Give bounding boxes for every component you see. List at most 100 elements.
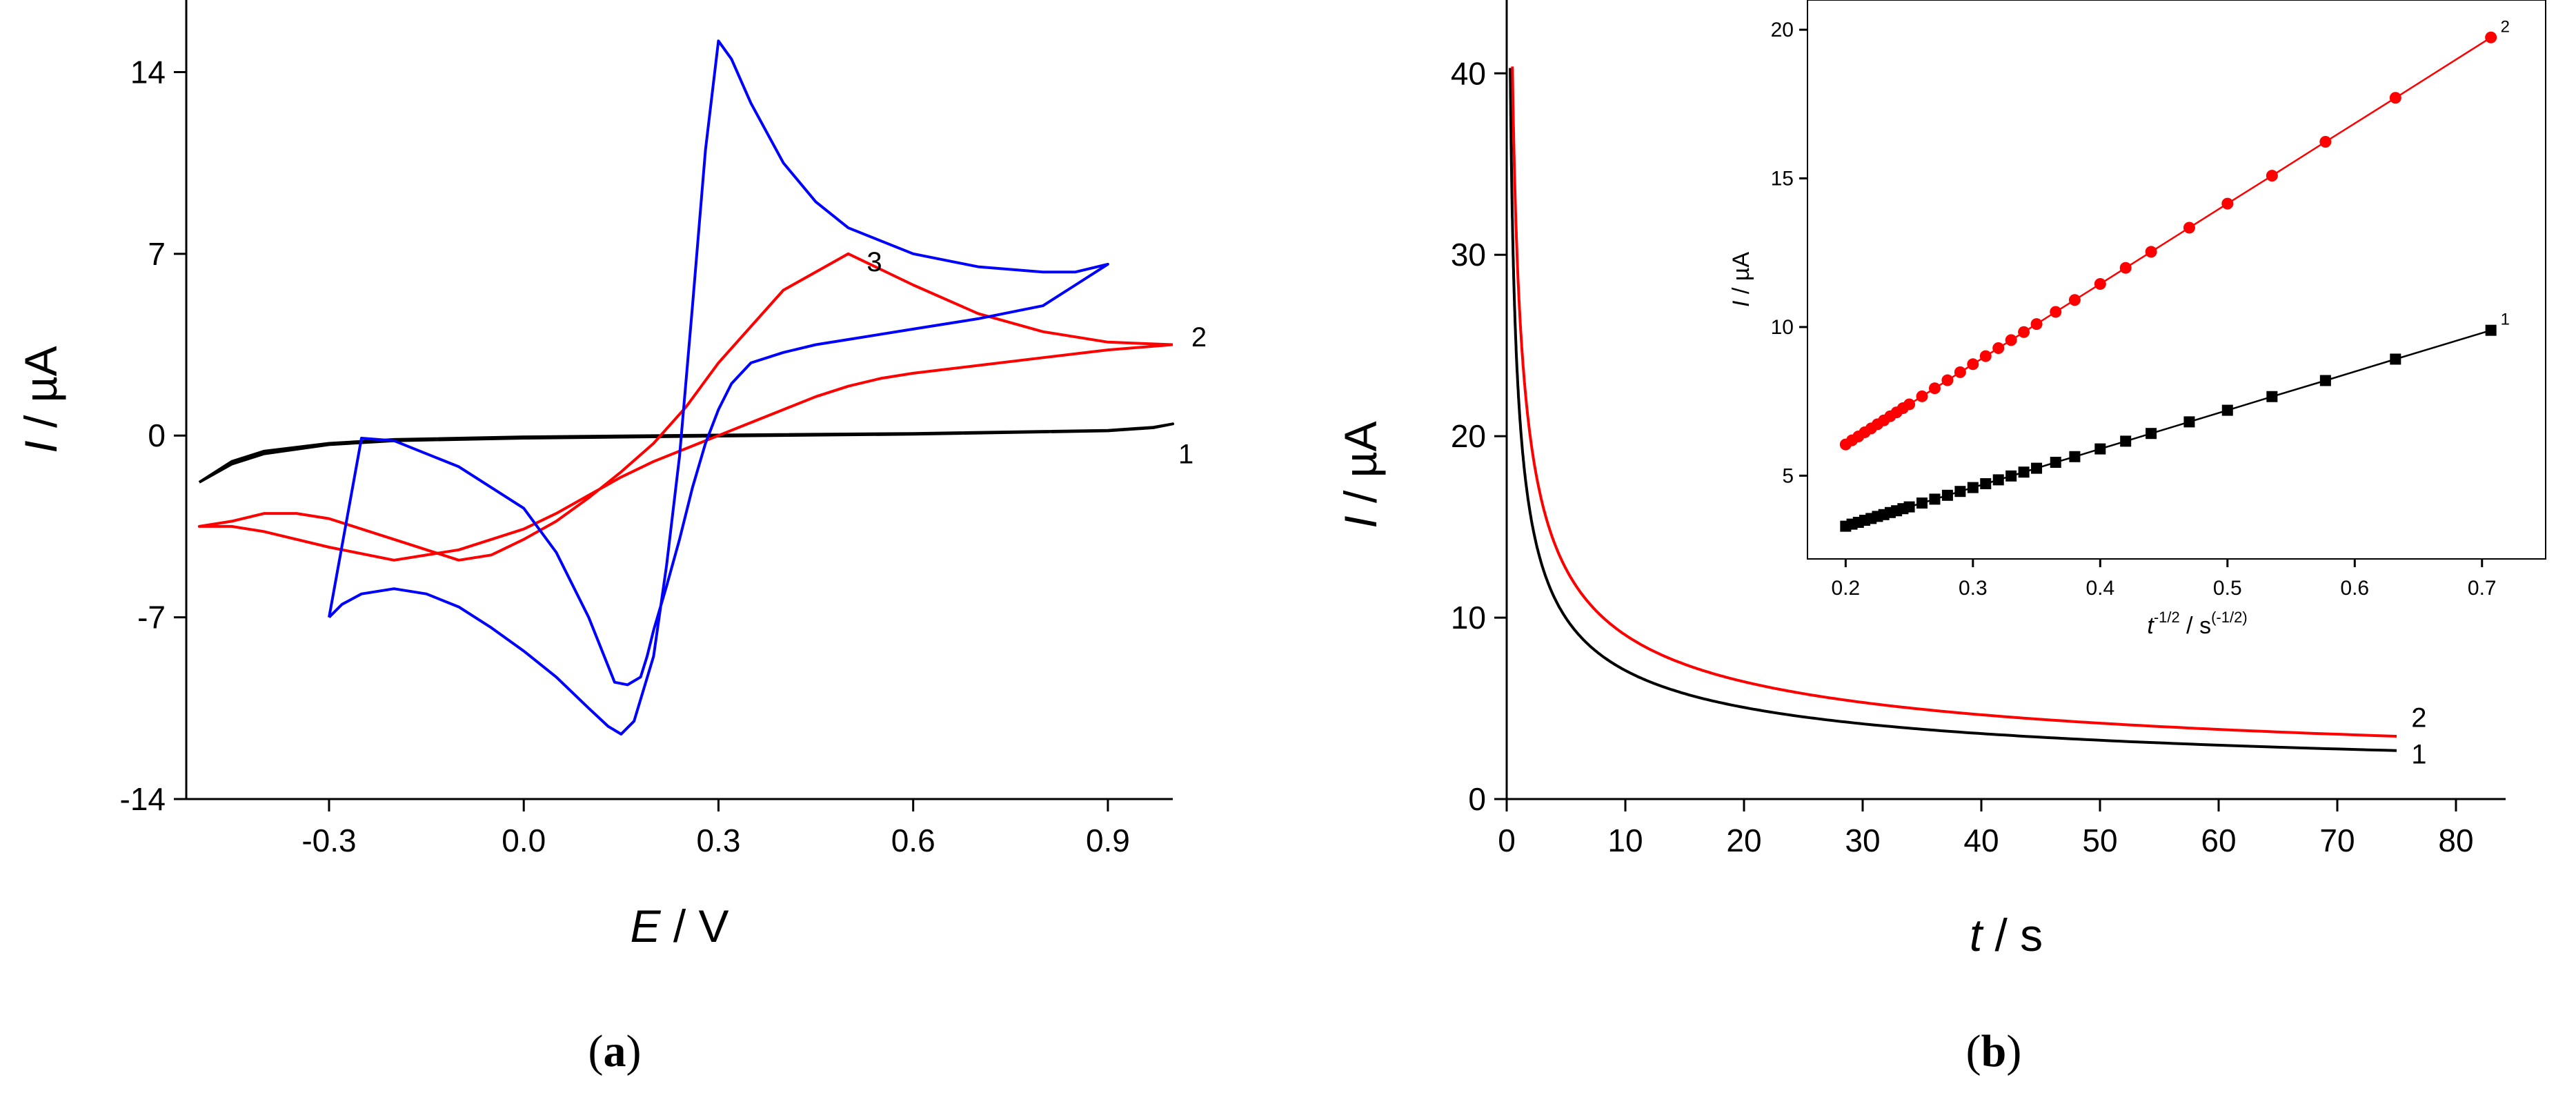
panel-b-caption: (b)	[1966, 1026, 2022, 1076]
inset-series-1-point	[1980, 477, 1992, 489]
inset-x-tick-label: 0.2	[1831, 577, 1860, 600]
inset-series-2-point	[2221, 197, 2234, 210]
panel-b-series-1-line	[1509, 68, 2397, 752]
panel-a-series	[197, 39, 1174, 736]
panel-b-x-tick-label: 80	[2438, 823, 2473, 858]
inset-series-2-point	[1979, 350, 1992, 362]
inset-series-2-point	[1916, 390, 1928, 402]
inset-series-2-point	[1992, 342, 2005, 355]
inset-series-1-point	[2266, 391, 2278, 402]
inset-series-2-point	[2319, 136, 2332, 148]
inset-series-1-point	[2018, 466, 2030, 478]
panel-a-series-1-label: 1	[1178, 440, 1193, 470]
panel-a-series-2-label: 2	[1191, 322, 1207, 353]
inset-curve-labels: 12	[2501, 17, 2510, 328]
inset-series-2-point	[2485, 31, 2497, 43]
inset-y-tick-label: 10	[1771, 316, 1794, 339]
inset-series-2-point	[2389, 92, 2401, 104]
inset-series-1-point	[1903, 501, 1915, 513]
panel-a-chart: -0.3 0.0 0.3 0.6 0.9 -14 -7 0 7 14 1 2 3 E / V I / …	[15, 0, 1207, 1076]
inset-series-1-point	[2050, 456, 2061, 468]
panel-a-caption: (a)	[588, 1026, 642, 1076]
panel-a-y-tick-label: -7	[137, 600, 166, 636]
panel-b-x-axis-title: t / s	[1970, 909, 2043, 961]
panel-b-x-tick-label: 40	[1963, 823, 1999, 858]
inset-x-tick-label: 0.5	[2213, 577, 2242, 600]
inset-series-1-label: 1	[2501, 311, 2510, 329]
inset-series-1-point	[2390, 353, 2401, 365]
panel-a-y-tick-label: 14	[130, 54, 166, 90]
inset-series-2-point	[2183, 221, 2195, 234]
inset-series-2-point	[2030, 318, 2043, 331]
panel-b-y-tick-label: 20	[1451, 418, 1486, 454]
panel-b-curve-labels: 12	[2411, 703, 2426, 770]
inset-series-1-point	[2221, 404, 2233, 416]
panel-a-y-axis-title: I / µA	[15, 346, 66, 453]
panel-b-x-tick-label: 0	[1498, 823, 1516, 858]
inset-series-1-point	[2319, 375, 2331, 386]
inset-ticks: 0.2 0.3 0.4 0.5 0.6 0.7 5 10 15 20	[1771, 19, 2497, 600]
inset-series-1-point	[2031, 462, 2043, 474]
panel-a-ticks: -0.3 0.0 0.3 0.6 0.9 -14 -7 0 7 14	[120, 54, 1130, 858]
panel-b-y-tick-label: 0	[1468, 781, 1486, 817]
panel-a-x-axis-title: E / V	[630, 900, 729, 952]
inset-series-1-point	[1929, 493, 1941, 505]
panel-a-x-tick-label: 0.3	[696, 823, 740, 858]
panel-b-x-tick-label: 70	[2319, 823, 2355, 858]
panel-a-x-tick-label: -0.3	[301, 823, 356, 858]
panel-b-x-tick-label: 60	[2201, 823, 2236, 858]
inset-frame	[1807, 0, 2546, 560]
panel-a-series-1-line	[198, 422, 1174, 484]
inset-series-1-point	[1967, 482, 1979, 493]
panel-b-series-2-line	[1511, 66, 2397, 738]
inset-series-1-point	[2005, 470, 2017, 482]
panel-b-y-tick-label: 40	[1451, 55, 1486, 91]
panel-b-ticks: 0 10 20 30 40 50 60 70 80 0 10 20 30 40	[1451, 55, 2474, 858]
inset-series-1-point	[2094, 443, 2106, 455]
inset-series-2-point	[2050, 306, 2062, 318]
inset-series-2-point	[2018, 326, 2030, 338]
inset-series-2-point	[2094, 277, 2106, 290]
inset-series-1-point	[2183, 416, 2195, 428]
inset-series-2-point	[1928, 382, 1941, 395]
inset-series-2-point	[1967, 358, 1979, 371]
inset-x-tick-label: 0.3	[1959, 577, 1988, 600]
panel-b-series	[1509, 66, 2397, 752]
inset-series-2-point	[2266, 170, 2278, 182]
panel-b-x-tick-label: 10	[1607, 823, 1643, 858]
panel-b-x-tick-label: 50	[2082, 823, 2117, 858]
inset-series-2-point	[1954, 366, 1966, 378]
inset-y-axis-title: I / µA	[1728, 252, 1754, 307]
inset-y-tick-label: 5	[1782, 464, 1794, 487]
panel-b-series-1-label: 1	[2411, 739, 2426, 769]
panel-b-y-tick-label: 10	[1451, 600, 1486, 636]
panel-a-x-tick-label: 0.0	[502, 823, 546, 858]
inset-series-1-point	[2120, 435, 2132, 447]
panel-a-series-2-line	[197, 252, 1173, 562]
panel-a-series-3-line	[328, 39, 1109, 736]
panel-a-x-tick-label: 0.9	[1086, 823, 1130, 858]
inset-series-1-point	[2146, 428, 2157, 440]
inset-x-tick-label: 0.4	[2085, 577, 2114, 600]
panel-a-y-tick-label: -14	[120, 781, 166, 817]
inset-series-2-point	[2145, 246, 2157, 258]
inset-series-2-point	[2119, 262, 2132, 274]
panel-b-y-axis-title: I / µA	[1335, 421, 1386, 528]
inset-series-1-point	[2069, 451, 2081, 462]
inset-series-1-point	[1941, 489, 1953, 501]
inset-x-axis-title: t-1/2 / s(-1/2)	[2147, 609, 2247, 639]
inset-series-1-point	[1916, 498, 1928, 509]
panel-b-y-tick-label: 30	[1451, 237, 1486, 273]
inset-series-1-point	[1954, 486, 1966, 498]
inset-series	[1839, 31, 2497, 532]
inset-x-tick-label: 0.6	[2340, 577, 2369, 600]
inset-series-2-point	[1903, 398, 1916, 411]
inset-series-2-point	[1941, 374, 1954, 386]
inset-series-1-point	[2485, 324, 2497, 336]
panel-a-series-3-label: 3	[866, 247, 882, 277]
inset-series-2-label: 2	[2501, 17, 2510, 36]
inset-series-2-point	[2068, 294, 2081, 306]
